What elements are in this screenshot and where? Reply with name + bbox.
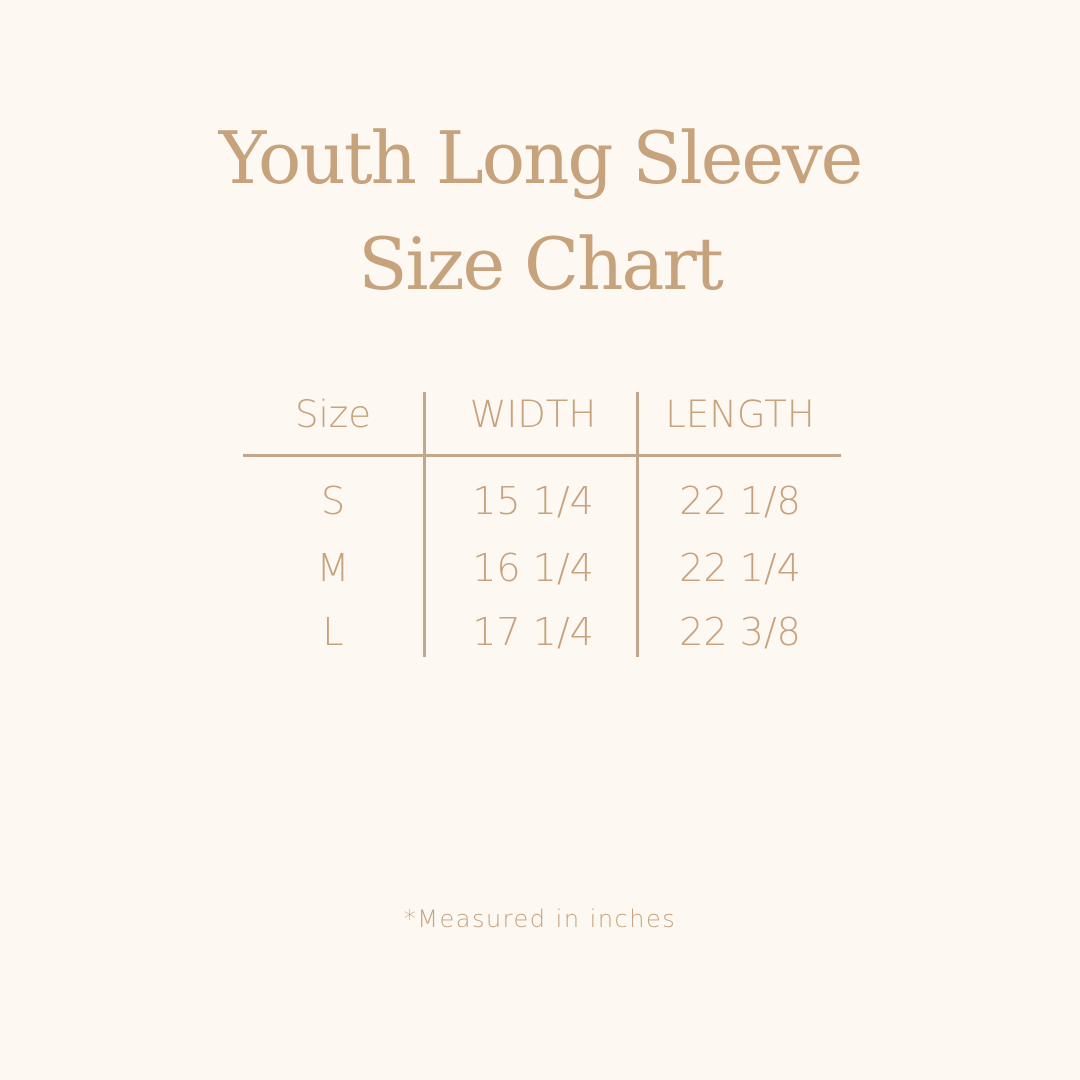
cell-width: 17 1/4 (472, 610, 594, 654)
cell-length: 22 3/8 (679, 610, 801, 654)
cell-length: 22 1/8 (679, 479, 801, 523)
column-divider (423, 392, 426, 657)
title-line-2: Size Chart (358, 222, 724, 306)
header-size: Size (295, 393, 371, 436)
cell-width: 15 1/4 (472, 479, 594, 523)
header-width: WIDTH (469, 393, 597, 436)
header-divider (243, 454, 841, 457)
header-length: LENGTH (665, 393, 815, 436)
cell-size: S (320, 479, 346, 523)
title-line-1: Youth Long Sleeve (218, 116, 864, 200)
cell-length: 22 1/4 (679, 546, 801, 590)
column-divider (636, 392, 639, 657)
cell-width: 16 1/4 (472, 546, 594, 590)
footnote: *Measured in inches (403, 905, 677, 933)
cell-size: M (316, 546, 350, 590)
cell-size: L (322, 610, 344, 654)
